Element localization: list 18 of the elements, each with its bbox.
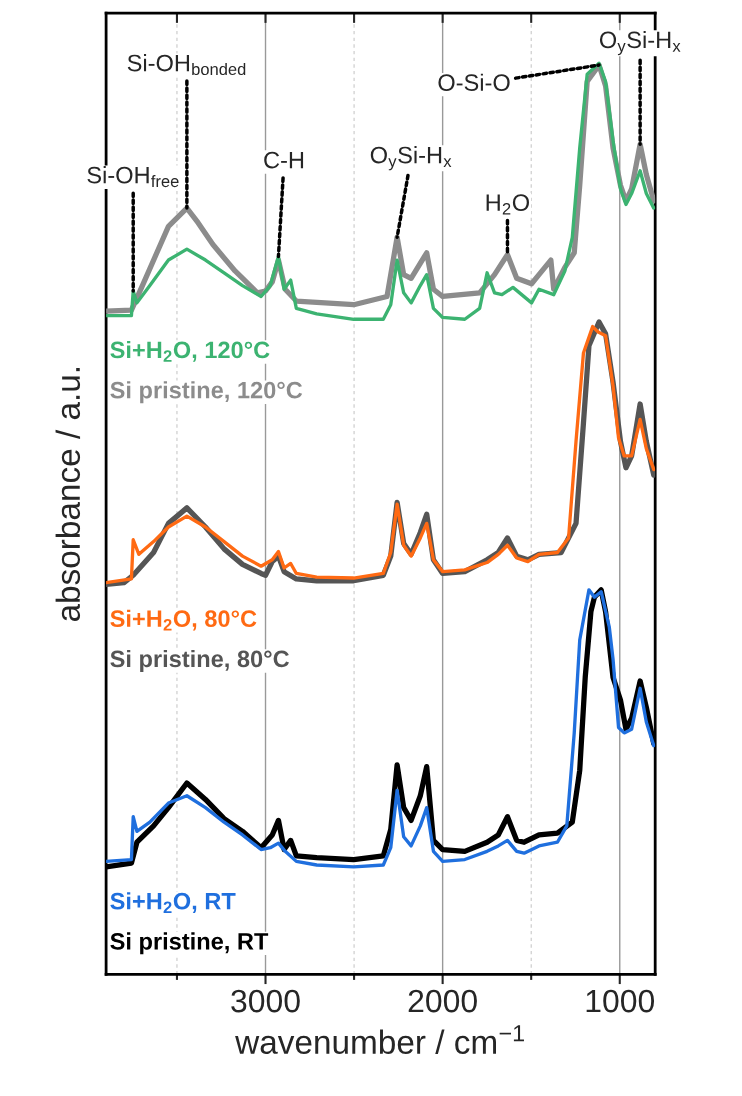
text: Si pristine, RT [110,932,269,955]
y-axis-title: absorbance / a.u. [55,367,81,622]
series-label: Si+H$_{2}$O, RT [110,892,236,913]
x-tick-label: 2000 [408,989,477,1013]
annotation: Si-OH$_{bonded}$ [127,54,246,76]
x-tick-label: 1000 [586,989,655,1013]
series-label: Si+H$_{2}$O, 120°C [110,340,270,362]
x-tick-label: 3000 [231,989,300,1013]
annotation: H$_{2}$O [486,194,529,215]
annotation: O-Si-O [438,73,510,91]
annotation: Si-OH$_{free}$ [87,166,179,188]
annotation: O$_{y}$Si-H$_{x}$ [599,30,681,56]
series-label: Si+H$_{2}$O, 80°C [110,609,257,631]
x-axis-title: wavenumber / cm$^{−1}$ [235,1025,524,1055]
text: Si pristine, 120°C [110,381,303,404]
annotation: C-H [264,151,304,169]
annotation: O$_{y}$Si-H$_{x}$ [370,146,452,171]
text: Si pristine, 80°C [110,649,290,672]
